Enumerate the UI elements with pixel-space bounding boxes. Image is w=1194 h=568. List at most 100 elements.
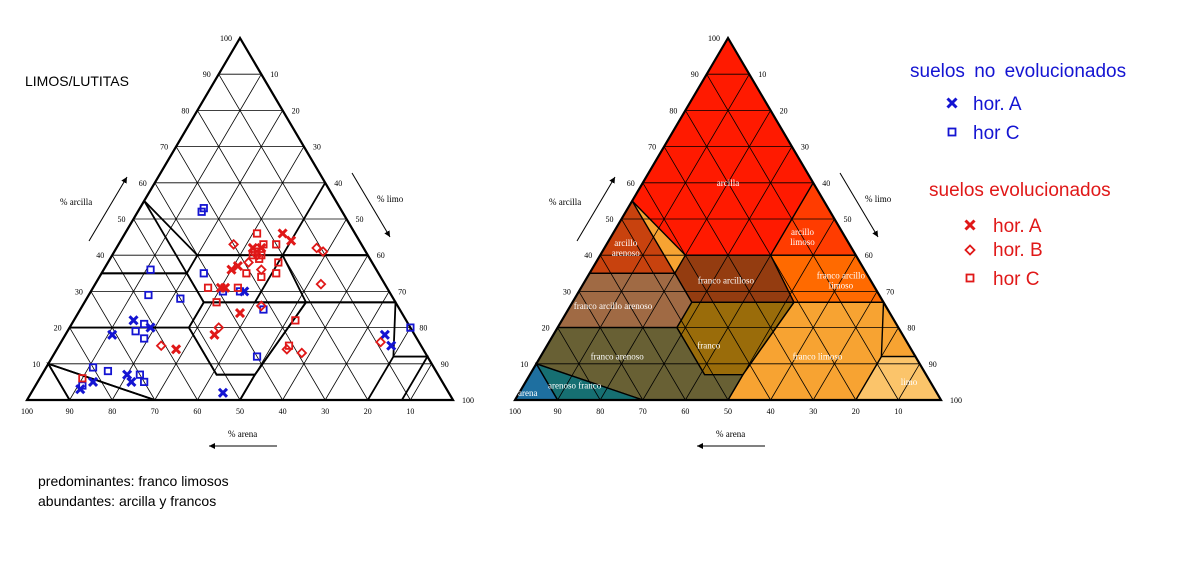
- sand-tick-label: 60: [193, 407, 201, 416]
- data-point-x: [87, 376, 99, 387]
- data-point-diamond: [251, 249, 263, 261]
- sand-tick-label: 10: [406, 407, 414, 416]
- grid-line: [133, 218, 241, 401]
- grid-line: [535, 363, 558, 401]
- triangle-border: [513, 35, 943, 402]
- silt-tick-label: 60: [377, 251, 385, 260]
- data-point-square: [146, 265, 155, 274]
- clay-tick-label: 100: [708, 34, 720, 43]
- legend-marker: [947, 127, 957, 137]
- grid-line: [324, 291, 390, 401]
- left-data-points: [75, 204, 415, 398]
- clay-tick-label: 50: [606, 215, 614, 224]
- data-point-x: [234, 308, 246, 319]
- data-point-x: [286, 235, 297, 246]
- sand-tick-label: 90: [554, 407, 562, 416]
- sand-tick-label: 10: [894, 407, 902, 416]
- data-point-x: [226, 264, 237, 275]
- data-point-square: [242, 269, 251, 278]
- data-point-square: [78, 374, 87, 383]
- sand-tick-label: 30: [321, 407, 329, 416]
- grid-line: [218, 73, 411, 401]
- data-point-square: [199, 269, 208, 278]
- data-point-square: [140, 377, 149, 387]
- data-point-square: [144, 290, 153, 300]
- clay-tick-label: 20: [54, 324, 62, 333]
- silt-tick-label: 60: [865, 251, 873, 260]
- class-label-franco-arcilloso: franco arcilloso: [698, 276, 755, 286]
- data-point-diamond: [296, 347, 308, 359]
- data-point-x: [126, 376, 137, 387]
- data-point-diamond: [315, 278, 327, 290]
- clay-tick-label: 80: [181, 106, 189, 115]
- grid-line: [175, 146, 326, 401]
- data-point-x: [171, 344, 182, 355]
- class-boundary: [366, 355, 455, 401]
- data-point-square: [252, 352, 262, 361]
- chart-title: LIMOS/LUTITAS: [25, 73, 129, 89]
- silt-tick-label: 10: [270, 70, 278, 79]
- data-point-square: [272, 269, 281, 278]
- left-tick-labels: 10 10 10 20 20 20 30 30 30 40 40 40 50 50 50 60 60 60 70 70…: [21, 34, 474, 416]
- sand-tick-label: 20: [364, 407, 372, 416]
- data-point-square: [199, 204, 208, 213]
- legend-marker: [965, 273, 975, 283]
- legend-group-title-evolved: suelos evolucionados: [929, 180, 1111, 201]
- x-marker-icon: [946, 97, 958, 109]
- silt-tick-label: 40: [334, 179, 342, 188]
- clay-tick-label: 100: [220, 34, 232, 43]
- right-silt-arrow: [839, 172, 879, 238]
- data-point-x: [107, 329, 118, 340]
- grid-line: [599, 254, 686, 401]
- data-point-square: [203, 283, 213, 292]
- clay-tick-label: 10: [520, 360, 528, 369]
- left-sand-axis-label: % arena: [228, 429, 257, 439]
- class-label-arcillo-limoso: arcillo: [791, 227, 814, 237]
- square-marker-icon: [965, 273, 975, 283]
- legend-label: hor. A: [993, 216, 1042, 237]
- data-point-diamond: [317, 246, 329, 258]
- x-marker-icon: [964, 219, 976, 231]
- data-point-square: [140, 334, 149, 343]
- right-tick-labels: 10 10 10 20 20 20 30 30 30 40 40 40 50 50 50 60 60 60 70 70…: [509, 34, 962, 416]
- class-label-franco-arcillo-arenoso: franco arcillo arenoso: [574, 301, 653, 311]
- silt-tick-label: 40: [822, 179, 830, 188]
- data-point-x: [128, 315, 139, 326]
- sand-tick-label: 20: [852, 407, 860, 416]
- data-point-square: [257, 251, 266, 260]
- right-clay-arrow: [576, 176, 616, 242]
- sand-tick-label: 50: [236, 407, 244, 416]
- data-point-x: [217, 387, 229, 398]
- data-point-x: [220, 282, 231, 293]
- class-label-limo: limo: [901, 377, 918, 387]
- grid-line: [410, 363, 433, 401]
- data-point-square: [284, 341, 294, 350]
- data-point-x: [379, 329, 390, 340]
- data-point-square: [131, 327, 140, 336]
- class-label-franco-arcillo-limoso: franco arcillo: [817, 271, 866, 281]
- sand-tick-label: 40: [279, 407, 287, 416]
- data-point-diamond: [243, 256, 254, 268]
- grid-line: [706, 73, 899, 401]
- data-point-square: [88, 363, 98, 372]
- note-predominant: predominantes: franco limosos: [38, 473, 229, 489]
- data-point-x: [232, 260, 243, 272]
- data-point-square: [274, 258, 283, 267]
- left-grid: [25, 35, 455, 402]
- legend-item-evolved-hor-b: hor. B: [964, 240, 1043, 261]
- data-point-diamond: [213, 322, 225, 334]
- sand-tick-label: 100: [21, 407, 33, 416]
- legend-marker: [946, 97, 958, 109]
- class-label-arcillo-arenoso: arenoso: [612, 248, 640, 258]
- data-point-square: [259, 240, 268, 249]
- class-label-arena: arena: [518, 388, 537, 398]
- silt-tick-label: 10: [758, 70, 766, 79]
- right-class-labels: arcillaarcillolimosoarcilloarenosofranco…: [518, 178, 918, 398]
- left-clay-axis-label: % arcilla: [60, 197, 92, 207]
- sand-tick-label: 40: [767, 407, 775, 416]
- data-point-x: [277, 228, 288, 239]
- sand-tick-label: 100: [509, 407, 521, 416]
- clay-tick-label: 60: [627, 179, 635, 188]
- class-label-franco-arcillo-limoso: limoso: [829, 281, 854, 291]
- data-point-square: [252, 229, 262, 238]
